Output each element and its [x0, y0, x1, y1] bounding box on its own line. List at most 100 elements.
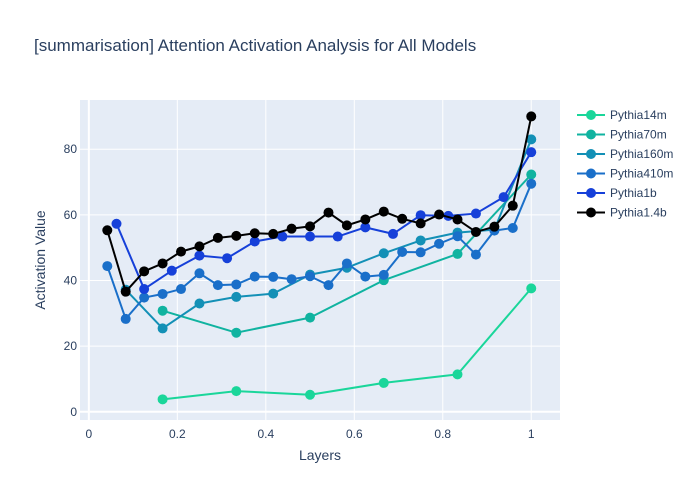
data-point-pythia1-4b[interactable]: [415, 218, 426, 229]
data-point-pythia410m[interactable]: [360, 271, 371, 282]
data-point-pythia1b[interactable]: [166, 265, 177, 276]
data-point-pythia410m[interactable]: [470, 249, 481, 260]
data-point-pythia70m[interactable]: [231, 327, 242, 338]
data-point-pythia410m[interactable]: [415, 247, 426, 258]
legend-item-pythia14m[interactable]: Pythia14m: [577, 108, 667, 122]
data-point-pythia1b[interactable]: [415, 210, 426, 221]
data-point-pythia1b[interactable]: [360, 222, 371, 233]
y-tick-label: 20: [64, 339, 78, 353]
data-point-pythia410m[interactable]: [397, 246, 408, 257]
data-point-pythia1b[interactable]: [249, 236, 260, 247]
data-point-pythia1-4b[interactable]: [360, 214, 371, 225]
series-line-pythia70m: [162, 173, 532, 334]
data-point-pythia1-4b[interactable]: [507, 200, 518, 211]
data-point-pythia1b[interactable]: [277, 231, 288, 242]
data-point-pythia1-4b[interactable]: [194, 241, 205, 252]
data-point-pythia70m[interactable]: [157, 305, 168, 316]
data-point-pythia1-4b[interactable]: [323, 207, 334, 218]
x-tick-label: 0.8: [434, 427, 451, 441]
series-pythia70m: [157, 169, 537, 338]
data-point-pythia1-4b[interactable]: [526, 111, 537, 122]
data-point-pythia410m[interactable]: [323, 280, 334, 291]
series-pythia1b: [111, 147, 537, 295]
legend-label: Pythia14m: [610, 108, 667, 122]
data-point-pythia1-4b[interactable]: [175, 246, 186, 257]
data-point-pythia1-4b[interactable]: [470, 226, 481, 237]
data-point-pythia1b[interactable]: [526, 147, 537, 158]
legend[interactable]: Pythia14m Pythia70m Pythia160m Pythia410m Py…: [577, 108, 673, 220]
data-point-pythia1-4b[interactable]: [489, 221, 500, 232]
data-point-pythia160m[interactable]: [194, 298, 205, 309]
data-point-pythia410m[interactable]: [434, 238, 445, 249]
data-point-pythia1b[interactable]: [470, 208, 481, 219]
legend-marker: [586, 129, 596, 140]
data-point-pythia70m[interactable]: [452, 248, 463, 259]
data-point-pythia410m[interactable]: [452, 231, 463, 242]
data-point-pythia410m[interactable]: [268, 271, 279, 282]
y-tick-label: 0: [70, 405, 77, 419]
data-point-pythia14m[interactable]: [452, 369, 463, 380]
data-point-pythia160m[interactable]: [231, 291, 242, 302]
data-point-pythia1-4b[interactable]: [231, 230, 242, 241]
data-point-pythia160m[interactable]: [378, 248, 389, 259]
data-point-pythia14m[interactable]: [157, 394, 168, 405]
data-point-pythia1-4b[interactable]: [157, 258, 168, 269]
legend-item-pythia410m[interactable]: Pythia410m: [577, 167, 673, 181]
data-point-pythia410m[interactable]: [249, 271, 260, 282]
data-point-pythia160m[interactable]: [157, 323, 168, 334]
data-point-pythia410m[interactable]: [120, 313, 131, 324]
data-point-pythia14m[interactable]: [305, 389, 316, 400]
data-point-pythia410m[interactable]: [507, 223, 518, 233]
data-point-pythia70m[interactable]: [526, 169, 537, 180]
data-point-pythia1b[interactable]: [387, 228, 398, 239]
legend-item-pythia160m[interactable]: Pythia160m: [577, 147, 673, 161]
data-point-pythia1-4b[interactable]: [249, 228, 260, 239]
data-point-pythia1b[interactable]: [498, 192, 509, 203]
data-point-pythia1-4b[interactable]: [120, 286, 131, 297]
data-point-pythia410m[interactable]: [175, 284, 186, 295]
data-point-pythia1b[interactable]: [222, 253, 233, 264]
data-point-pythia14m[interactable]: [231, 386, 242, 397]
data-point-pythia1-4b[interactable]: [268, 228, 279, 239]
data-point-pythia160m[interactable]: [415, 235, 426, 246]
data-point-pythia160m[interactable]: [268, 288, 279, 299]
data-point-pythia1-4b[interactable]: [286, 223, 297, 234]
x-tick-label: 0: [86, 427, 93, 441]
legend-marker: [586, 168, 596, 179]
data-point-pythia14m[interactable]: [526, 283, 537, 294]
data-point-pythia1b[interactable]: [139, 284, 150, 295]
data-point-pythia1b[interactable]: [111, 218, 122, 229]
data-point-pythia410m[interactable]: [212, 280, 223, 291]
legend-item-pythia1-4b[interactable]: Pythia1.4b: [577, 206, 667, 220]
data-point-pythia1-4b[interactable]: [305, 221, 316, 232]
data-point-pythia1-4b[interactable]: [397, 213, 408, 224]
data-point-pythia410m[interactable]: [286, 274, 297, 285]
data-point-pythia14m[interactable]: [378, 377, 389, 388]
legend-item-pythia70m[interactable]: Pythia70m: [577, 128, 667, 142]
series-group: [102, 111, 537, 405]
data-point-pythia160m[interactable]: [526, 134, 537, 145]
data-point-pythia1b[interactable]: [194, 250, 205, 261]
data-point-pythia70m[interactable]: [305, 312, 316, 323]
data-point-pythia410m[interactable]: [231, 279, 242, 290]
data-point-pythia1-4b[interactable]: [341, 220, 352, 231]
data-point-pythia410m[interactable]: [102, 261, 113, 272]
legend-item-pythia1b[interactable]: Pythia1b: [577, 186, 657, 200]
data-point-pythia410m[interactable]: [305, 271, 316, 282]
data-point-pythia1-4b[interactable]: [434, 209, 445, 220]
data-point-pythia410m[interactable]: [378, 269, 389, 280]
data-point-pythia1-4b[interactable]: [139, 266, 150, 277]
data-point-pythia410m[interactable]: [341, 258, 352, 269]
data-point-pythia1-4b[interactable]: [102, 225, 113, 236]
legend-label: Pythia1b: [610, 186, 657, 200]
data-point-pythia410m[interactable]: [139, 292, 150, 303]
data-point-pythia1-4b[interactable]: [378, 206, 389, 217]
data-point-pythia410m[interactable]: [157, 288, 168, 299]
data-point-pythia1-4b[interactable]: [452, 214, 463, 225]
data-point-pythia410m[interactable]: [194, 268, 205, 279]
data-point-pythia410m[interactable]: [526, 178, 537, 189]
series-line-pythia14m: [162, 287, 532, 401]
data-point-pythia1b[interactable]: [305, 231, 316, 242]
data-point-pythia1-4b[interactable]: [212, 232, 223, 243]
data-point-pythia1b[interactable]: [332, 231, 343, 242]
